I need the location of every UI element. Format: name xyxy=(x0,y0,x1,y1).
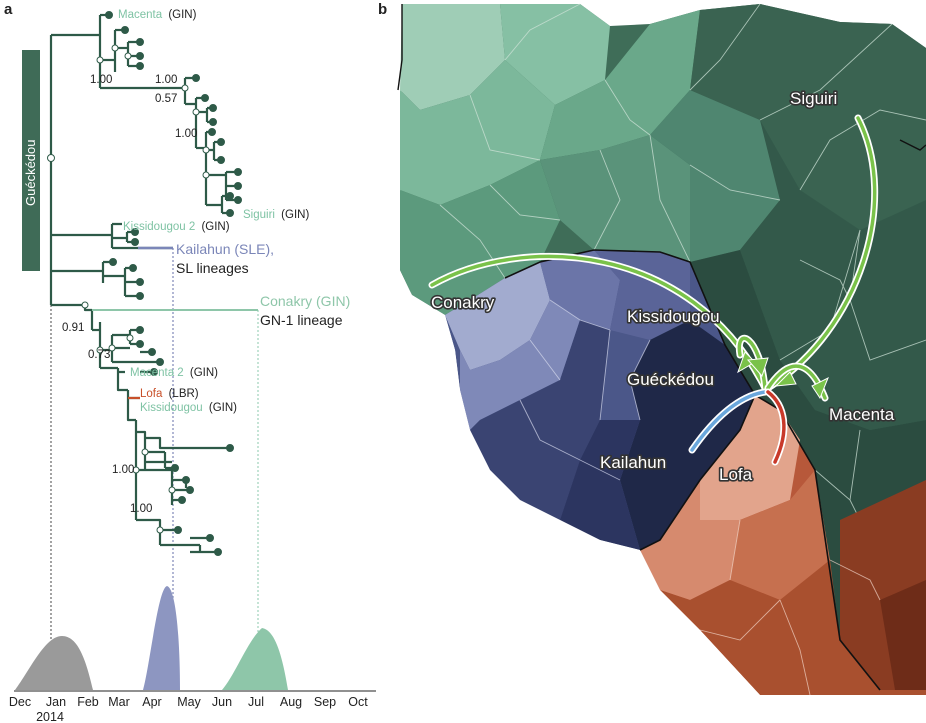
sl-district-kailahun xyxy=(620,320,755,550)
map-label-siguiri: Siguiri xyxy=(790,89,837,108)
support-value-4: 1.00 xyxy=(175,128,197,140)
density-gueckedou xyxy=(15,636,93,690)
internal-nodes xyxy=(47,44,210,534)
month-dec: Dec xyxy=(9,695,31,709)
month-labels: Dec Jan Feb Mar Apr May Jun Jul Aug Sep … xyxy=(9,695,368,723)
map-frame-border xyxy=(397,4,926,151)
density-conakry xyxy=(222,628,288,690)
year-label: 2014 xyxy=(36,710,64,723)
gn1-lineage-label: GN-1 lineage xyxy=(260,312,343,328)
support-value-3: 0.57 xyxy=(155,93,177,105)
map-label-gueckedou: Guéckédou xyxy=(627,370,714,389)
tip-label-kissidougou2: Kissidougou 2 (GIN) xyxy=(123,221,230,233)
sl-lineages-label: SL lineages xyxy=(176,260,249,276)
month-aug: Aug xyxy=(280,695,302,709)
national-borders xyxy=(504,249,881,691)
map-label-lofa: Lofa xyxy=(719,465,753,484)
panel-label-b: b xyxy=(378,1,387,18)
sl-district-north xyxy=(540,250,620,330)
gueckedou-clade-box xyxy=(22,50,40,271)
guinea-district-c1 xyxy=(540,10,700,160)
liberia-boundaries xyxy=(699,519,881,696)
guinea-district-ne xyxy=(690,4,926,230)
month-oct: Oct xyxy=(348,695,368,709)
support-value-1: 1.00 xyxy=(90,74,112,86)
liberia-district-w xyxy=(640,480,740,600)
tip-label-siguiri: Siguiri (GIN) xyxy=(243,209,309,221)
map-panel: Siguiri Conakry Kissidougou Guéckédou Ma… xyxy=(397,3,926,723)
tip-circles xyxy=(105,11,242,556)
map-label-conakry: Conakry xyxy=(431,293,495,312)
guinea-district-coast xyxy=(400,160,560,315)
liberia-district-c xyxy=(730,470,830,600)
month-feb: Feb xyxy=(77,695,99,709)
conakry-lineage-label: Conakry (GIN) xyxy=(260,293,350,309)
map-label-macenta: Macenta xyxy=(829,405,895,424)
month-mar: Mar xyxy=(108,695,130,709)
sl-boundaries xyxy=(519,299,651,481)
guinea-district-c2 xyxy=(540,135,690,262)
sl-district-kenema xyxy=(560,420,640,550)
guinea-district-west xyxy=(400,4,505,110)
tree-panel: Guéckédou xyxy=(9,9,376,723)
tip-label-macenta: Macenta (GIN) xyxy=(118,9,197,21)
tree-branches xyxy=(49,13,238,554)
month-sep: Sep xyxy=(314,695,336,709)
liberia-district-e2 xyxy=(880,580,926,690)
month-apr: Apr xyxy=(142,695,161,709)
support-value-8: 1.00 xyxy=(130,503,152,515)
support-value-2: 1.00 xyxy=(155,74,177,86)
map-label-kissidougou: Kissidougou xyxy=(627,307,720,326)
map-label-kailahun: Kailahun xyxy=(600,453,666,472)
spread-arrows xyxy=(428,114,879,466)
density-sierra-leone xyxy=(143,586,180,690)
tip-label-lofa: Lofa (LBR) xyxy=(140,388,199,400)
sl-district-west2 xyxy=(460,300,580,430)
tip-label-macenta2: Macenta 2 (GIN) xyxy=(130,367,218,379)
support-value-7: 1.00 xyxy=(112,464,134,476)
liberia-district-s xyxy=(660,560,926,695)
liberia-district-lofa xyxy=(700,395,800,520)
panel-label-a: a xyxy=(4,1,13,18)
ocean xyxy=(398,270,926,723)
month-jan: Jan xyxy=(46,695,66,709)
support-value-5: 0.91 xyxy=(62,322,84,334)
support-value-6: 0.73 xyxy=(88,349,110,361)
tip-label-kissidougou: Kissidougou (GIN) xyxy=(140,402,237,414)
month-may: May xyxy=(177,695,201,709)
guinea-district-e xyxy=(740,120,926,430)
month-jun: Jun xyxy=(212,695,232,709)
sl-district-south xyxy=(470,320,610,520)
guinea-district-nw xyxy=(500,4,610,105)
sl-district-west xyxy=(445,262,550,370)
sl-district-c xyxy=(594,250,690,340)
gueckedou-clade-label: Guéckédou xyxy=(23,140,38,207)
kailahun-lineage-label: Kailahun (SLE), xyxy=(176,241,274,257)
guinea-district-w2 xyxy=(400,60,555,205)
guinea-district-c3 xyxy=(650,90,780,262)
month-jul: Jul xyxy=(248,695,264,709)
